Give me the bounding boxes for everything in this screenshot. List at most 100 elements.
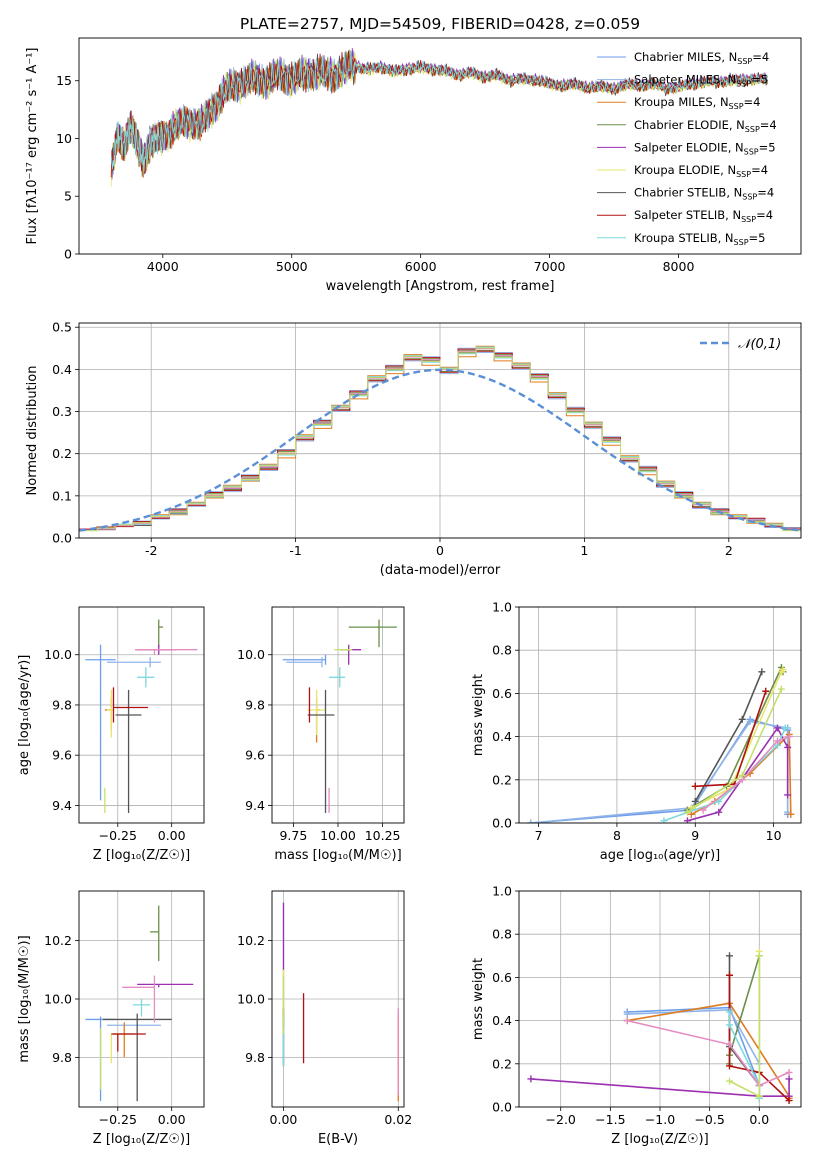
x-tick-label: 1 bbox=[580, 543, 588, 558]
legend-subscript: SSP bbox=[734, 238, 749, 247]
weight-marker bbox=[726, 952, 734, 960]
weight-marker bbox=[691, 782, 699, 790]
weight-marker bbox=[726, 971, 734, 979]
weight-marker bbox=[726, 1021, 734, 1029]
weight-marker bbox=[726, 1040, 734, 1048]
weight-marker bbox=[527, 819, 535, 823]
x-tick-label: −1.0 bbox=[645, 1112, 675, 1127]
errorbar-point bbox=[307, 689, 335, 813]
x-axis-label: age [log₁₀(age/yr)] bbox=[600, 848, 721, 863]
axes-frame bbox=[78, 37, 802, 255]
legend-subscript: SSP bbox=[736, 80, 751, 89]
legend-entry: Kroupa STELIB, NSSP=5 bbox=[634, 231, 765, 247]
legend-subscript: SSP bbox=[741, 215, 756, 224]
weight-marker bbox=[785, 1068, 793, 1076]
axes-frame bbox=[518, 890, 802, 1108]
weight-marker bbox=[738, 771, 746, 779]
errorbar-point bbox=[307, 689, 326, 736]
weight-marker bbox=[785, 1097, 793, 1105]
weight-marker bbox=[774, 724, 781, 732]
x-tick-label: 5000 bbox=[276, 259, 308, 274]
x-axis-label: (data-model)/error bbox=[380, 563, 501, 578]
y-tick-label: 0.0 bbox=[492, 1100, 512, 1115]
legend-nssp: =4 bbox=[756, 208, 773, 222]
y-tick-label: 10.0 bbox=[44, 647, 72, 662]
x-tick-label: 8000 bbox=[663, 259, 695, 274]
weight-marker bbox=[784, 791, 792, 799]
x-tick-label: 7 bbox=[535, 828, 543, 843]
weight-marker bbox=[738, 715, 746, 723]
legend-subscript: SSP bbox=[744, 147, 759, 156]
y-tick-label: 9.4 bbox=[52, 798, 72, 813]
x-tick-label: 0.0 bbox=[749, 1112, 769, 1127]
y-tick-label: 9.8 bbox=[52, 697, 72, 712]
panel-mass-vs-ebv: 0.00 0.02 9.8 10.0 10.2 E(B-V) bbox=[237, 890, 412, 1147]
y-tick-label: 5 bbox=[64, 189, 72, 204]
x-tick-label: 6000 bbox=[405, 259, 437, 274]
legend-nssp: =5 bbox=[759, 140, 776, 154]
plot-area bbox=[282, 902, 399, 1102]
errorbar-point bbox=[329, 667, 346, 688]
y-tick-label: 9.8 bbox=[245, 1050, 265, 1065]
y-tick-label: 10 bbox=[56, 131, 72, 146]
y-tick-label: 0.2 bbox=[492, 772, 512, 787]
x-tick-label: −0.5 bbox=[694, 1112, 724, 1127]
plot-area bbox=[282, 619, 397, 813]
legend-nssp: =4 bbox=[752, 50, 769, 64]
weight-marker bbox=[726, 1008, 734, 1016]
x-axis-label: mass [log₁₀(M/M☉)] bbox=[274, 848, 401, 863]
x-tick-label: 8 bbox=[613, 828, 621, 843]
y-tick-label: 0.6 bbox=[492, 686, 512, 701]
x-tick-label: 10.25 bbox=[365, 828, 401, 843]
errorbar-point bbox=[85, 644, 116, 801]
weight-marker bbox=[755, 952, 763, 960]
weight-line bbox=[690, 669, 784, 809]
x-axis-label: Z [log₁₀(Z/Z☉)] bbox=[93, 1132, 190, 1147]
weight-marker bbox=[623, 1010, 631, 1018]
x-tick-label: −0.25 bbox=[99, 1112, 137, 1127]
y-axis-label: mass weight bbox=[471, 958, 486, 1040]
y-axis-label: Normed distribution bbox=[25, 366, 40, 496]
errorbar-point bbox=[158, 619, 164, 648]
plot-area bbox=[527, 663, 795, 823]
y-tick-label: 0.8 bbox=[492, 927, 512, 942]
axes-frame bbox=[78, 606, 205, 824]
weight-marker bbox=[785, 1075, 793, 1083]
legend-nssp: =5 bbox=[749, 231, 766, 245]
weight-marker bbox=[784, 743, 792, 751]
weight-marker bbox=[781, 724, 789, 732]
legend-nssp: =4 bbox=[760, 118, 777, 132]
errorbar-point bbox=[107, 657, 161, 668]
y-tick-label: 0.4 bbox=[492, 729, 512, 744]
legend-subscript: SSP bbox=[729, 102, 744, 111]
plot-area bbox=[79, 345, 801, 538]
x-tick-label: 10.00 bbox=[320, 828, 356, 843]
legend-entry: Kroupa ELODIE, NSSP=4 bbox=[634, 163, 768, 179]
weight-marker bbox=[726, 1062, 734, 1070]
weight-marker bbox=[785, 733, 793, 741]
weight-marker bbox=[683, 817, 691, 823]
plot-area bbox=[527, 947, 793, 1105]
axes-frame bbox=[78, 890, 205, 1108]
x-axis-label: E(B-V) bbox=[318, 1132, 358, 1147]
spectrum-line bbox=[110, 50, 768, 171]
axes-frame bbox=[518, 606, 802, 824]
y-tick-label: 0.8 bbox=[492, 643, 512, 658]
weight-marker bbox=[779, 666, 787, 674]
legend-subscript: SSP bbox=[745, 125, 760, 134]
y-tick-label: 10.2 bbox=[44, 933, 72, 948]
x-tick-label: 0.02 bbox=[384, 1112, 412, 1127]
panel-residuals: -2 -1 0 1 2 0.0 0.1 0.2 0.3 0.4 0.5 (data-model)/er… bbox=[25, 320, 802, 578]
weight-marker bbox=[660, 817, 668, 823]
x-axis-label: Z [log₁₀(Z/Z☉)] bbox=[93, 848, 190, 863]
axes-frame bbox=[78, 322, 802, 539]
legend-entry: Salpeter STELIB, NSSP=4 bbox=[634, 208, 773, 224]
legend-subscript: SSP bbox=[742, 193, 757, 202]
x-tick-label: 0 bbox=[436, 543, 444, 558]
legend-nssp: =4 bbox=[751, 163, 768, 177]
x-tick-label: −1.5 bbox=[595, 1112, 625, 1127]
weight-marker bbox=[691, 797, 699, 805]
y-tick-label: 1.0 bbox=[492, 884, 512, 899]
y-axis-label: Flux [fλ10⁻¹⁷ erg cm⁻² s⁻¹ A⁻¹] bbox=[25, 48, 40, 245]
